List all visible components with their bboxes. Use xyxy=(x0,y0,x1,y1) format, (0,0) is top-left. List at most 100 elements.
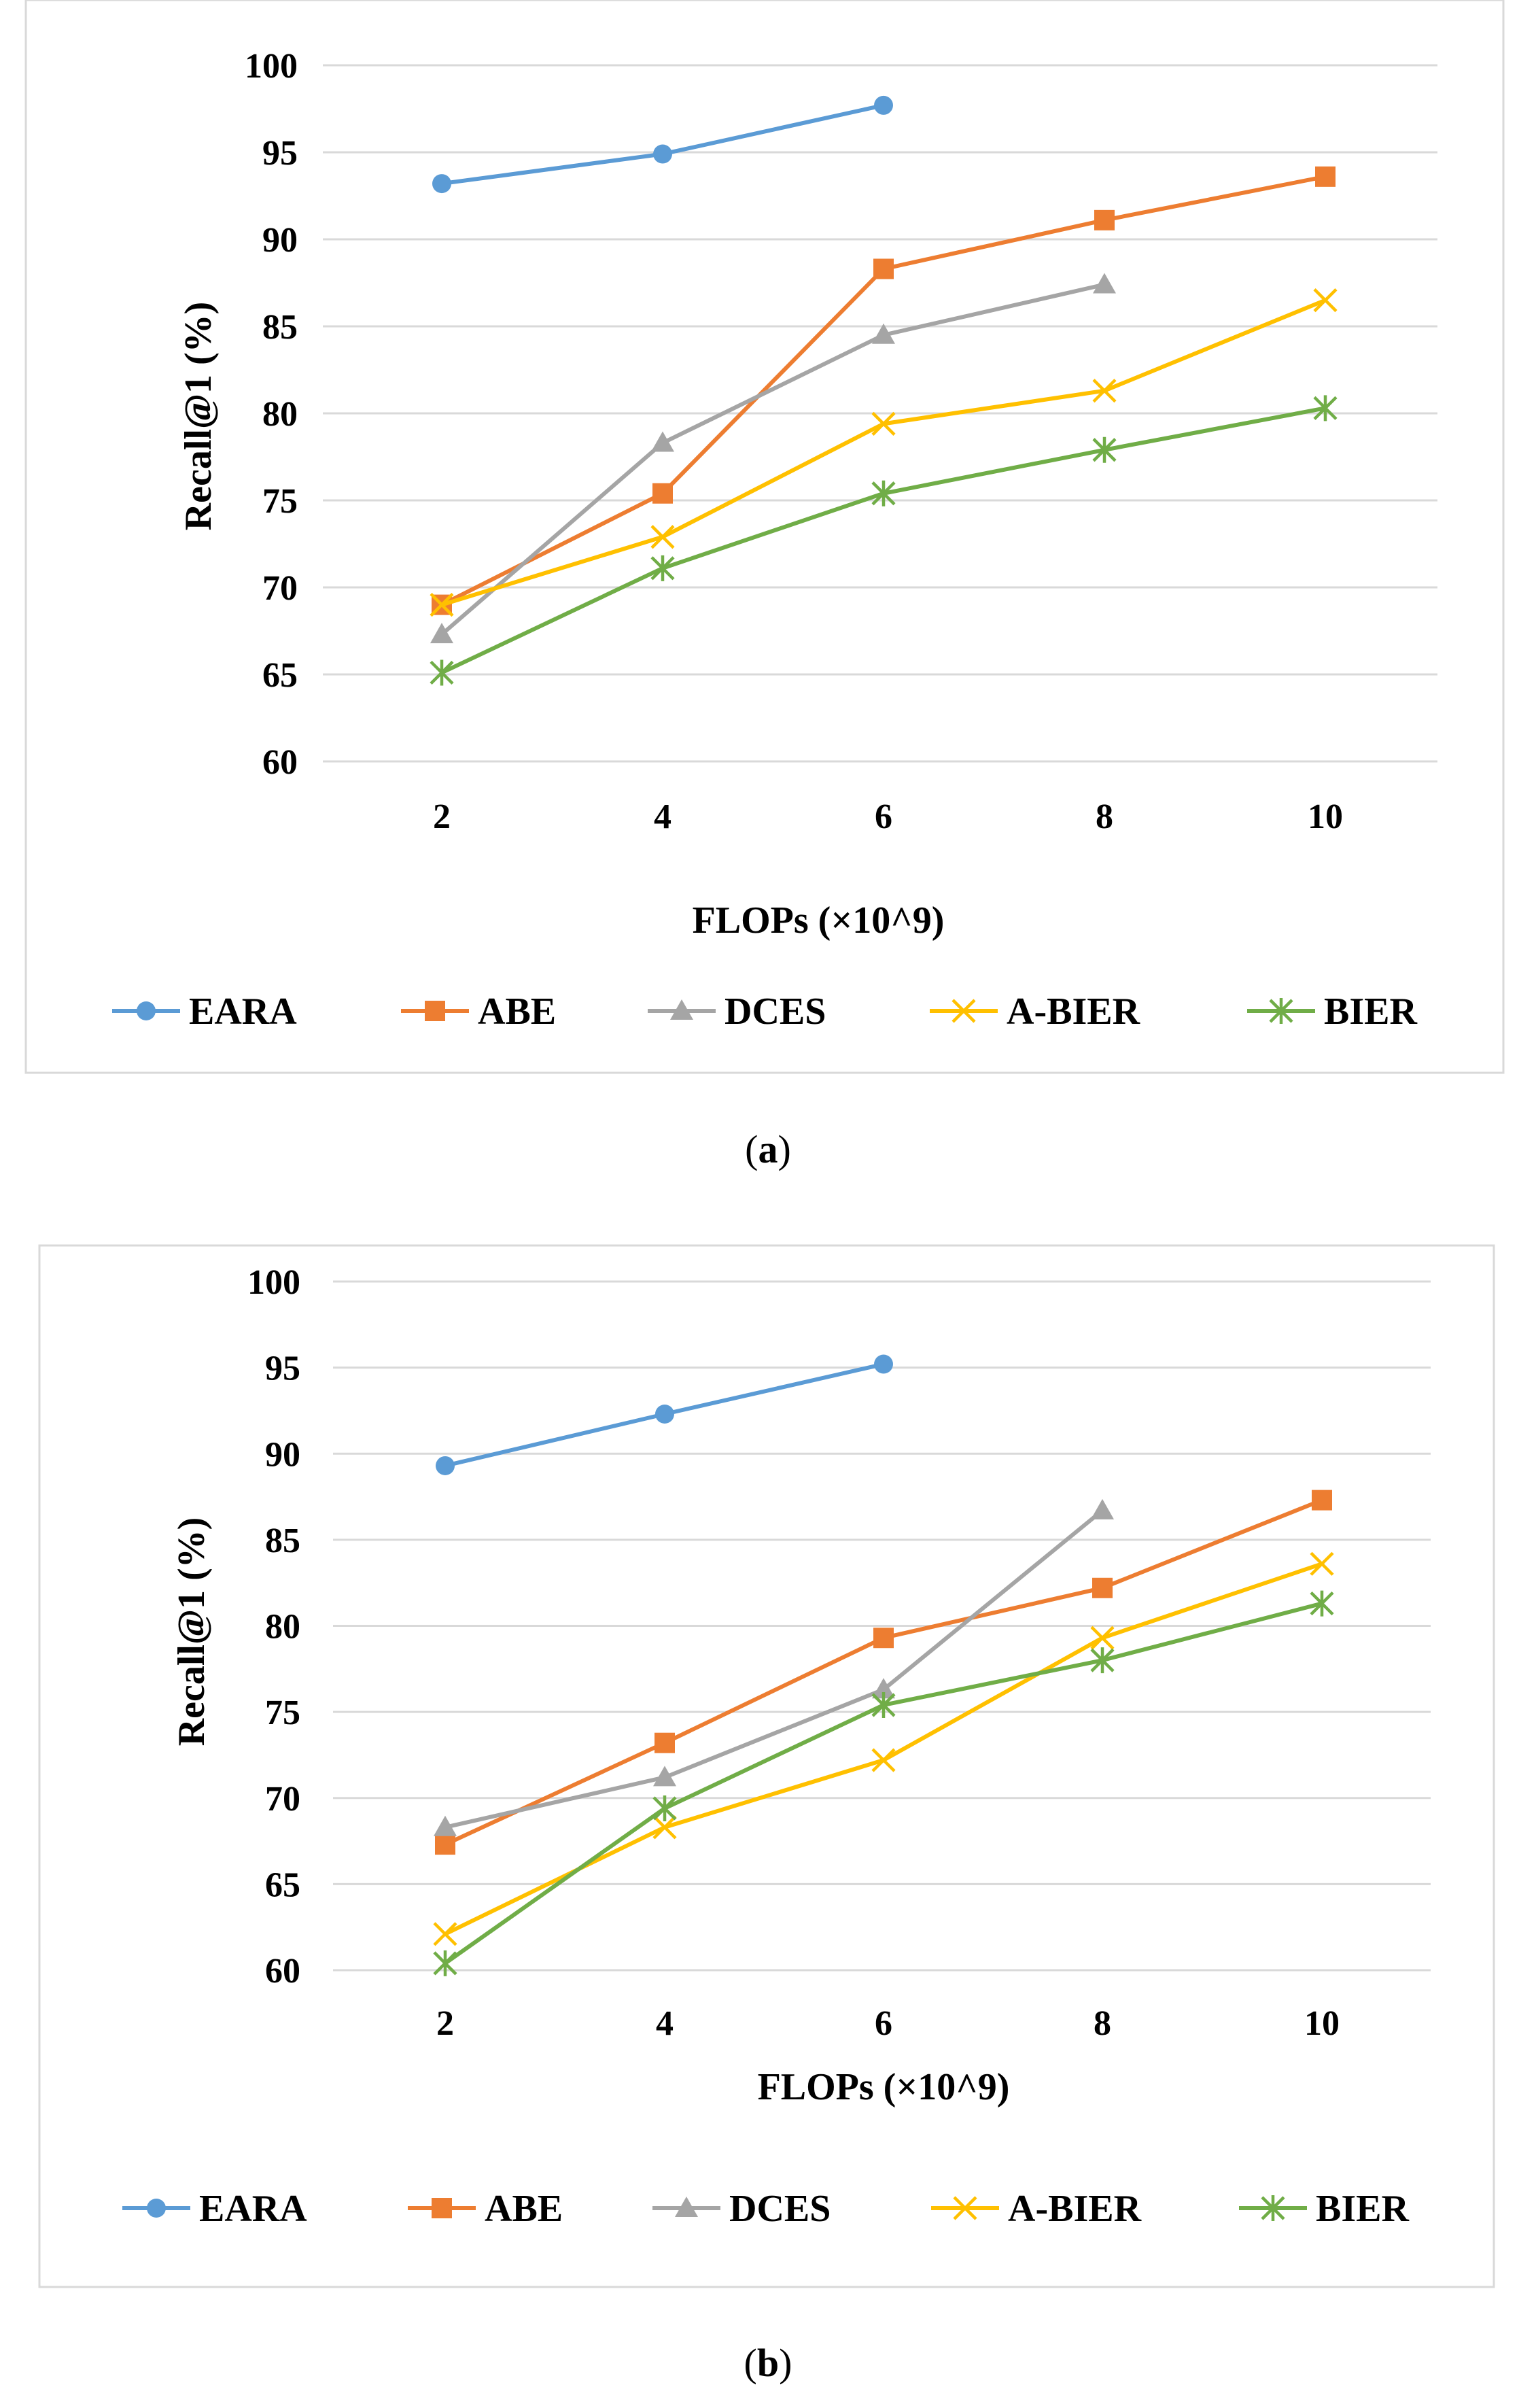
y-tick-label: 80 xyxy=(265,1608,300,1647)
marker-dces xyxy=(872,323,895,344)
legend: EARA ABE DCES A-BIER BIER xyxy=(122,2188,1409,2230)
series-eara xyxy=(432,95,893,194)
y-tick-label: 100 xyxy=(245,47,298,86)
legend-label: A-BIER xyxy=(1007,991,1140,1033)
x-tick-label: 8 xyxy=(1096,797,1113,836)
marker-eara xyxy=(655,1405,674,1424)
marker-abe xyxy=(873,1628,894,1649)
legend-label: DCES xyxy=(729,2188,831,2230)
x-tick-label: 2 xyxy=(433,797,451,836)
y-tick-label: 65 xyxy=(265,1865,300,1904)
y-tick-labels: 60 65 70 75 80 85 90 95 100 xyxy=(247,1263,300,1991)
series-group xyxy=(430,95,1338,686)
marker-bier xyxy=(433,1950,457,1976)
marker-dces xyxy=(872,1678,895,1699)
x-tick-labels: 2 4 6 8 10 xyxy=(433,797,1343,836)
legend-label: EARA xyxy=(199,2188,307,2230)
y-tick-label: 95 xyxy=(262,134,298,173)
series-bier xyxy=(430,395,1338,686)
marker-abe xyxy=(425,1001,445,1021)
x-tick-label: 6 xyxy=(875,2004,892,2043)
marker-abe xyxy=(652,483,673,504)
series-eara xyxy=(436,1354,893,1475)
x-axis-label: FLOPs (×10^9) xyxy=(693,899,945,942)
legend-label: DCES xyxy=(725,991,826,1033)
marker-bier xyxy=(1261,2195,1285,2221)
x-tick-label: 4 xyxy=(656,2004,674,2043)
y-axis-label: Recall@1 (%) xyxy=(171,1517,213,1747)
x-tick-label: 10 xyxy=(1304,2004,1340,2043)
x-tick-label: 10 xyxy=(1308,797,1343,836)
series-dces xyxy=(434,1498,1114,1836)
marker-dces xyxy=(1093,273,1116,294)
x-tick-label: 4 xyxy=(654,797,671,836)
marker-a-bier xyxy=(650,525,675,549)
marker-a-bier xyxy=(952,999,976,1023)
marker-dces xyxy=(653,1766,676,1787)
legend-item-bier: BIER xyxy=(1247,991,1417,1033)
marker-dces xyxy=(670,999,693,1020)
marker-a-bier xyxy=(1090,1626,1115,1650)
marker-bier xyxy=(430,659,454,686)
y-tick-label: 60 xyxy=(262,743,298,782)
series-line-dces xyxy=(444,1509,1104,1829)
y-tick-label: 65 xyxy=(262,656,298,695)
x-tick-label: 6 xyxy=(875,797,892,836)
marker-a-bier xyxy=(871,1748,896,1772)
marker-eara xyxy=(137,1001,156,1020)
marker-eara xyxy=(874,1354,893,1374)
series-dces xyxy=(430,273,1116,644)
legend-item-a-bier: A-BIER xyxy=(930,991,1140,1033)
marker-a-bier xyxy=(1092,379,1117,403)
series-a-bier xyxy=(433,1551,1334,1946)
series-bier xyxy=(433,1590,1334,1976)
legend-label: EARA xyxy=(189,991,297,1033)
marker-abe xyxy=(654,1732,675,1753)
marker-bier xyxy=(1092,436,1117,463)
legend-item-bier: BIER xyxy=(1239,2188,1409,2230)
marker-a-bier xyxy=(1310,1551,1334,1576)
legend-label: A-BIER xyxy=(1008,2188,1142,2230)
legend-label: BIER xyxy=(1316,2188,1409,2230)
marker-abe xyxy=(1092,1577,1113,1598)
marker-bier xyxy=(650,555,675,581)
marker-bier xyxy=(871,1692,896,1718)
marker-eara xyxy=(874,95,893,115)
legend-item-dces: DCES xyxy=(648,991,826,1033)
marker-a-bier xyxy=(1313,288,1338,313)
marker-eara xyxy=(653,144,672,164)
marker-bier xyxy=(1269,998,1293,1024)
marker-abe xyxy=(1315,166,1336,187)
marker-eara xyxy=(432,174,451,194)
marker-abe xyxy=(1094,209,1115,230)
y-tick-label: 85 xyxy=(265,1521,300,1560)
x-tick-labels: 2 4 6 8 10 xyxy=(436,2004,1340,2043)
marker-bier xyxy=(1310,1590,1334,1617)
series-group xyxy=(433,1354,1334,1976)
marker-abe xyxy=(432,2198,452,2218)
y-tick-label: 95 xyxy=(265,1349,300,1388)
marker-dces xyxy=(430,623,453,644)
x-axis-label: FLOPs (×10^9) xyxy=(758,2066,1010,2108)
marker-a-bier xyxy=(652,1815,677,1840)
legend-item-dces: DCES xyxy=(652,2188,831,2230)
gridlines xyxy=(323,64,1437,763)
y-tick-label: 80 xyxy=(262,395,298,434)
marker-bier xyxy=(1313,395,1338,422)
legend-item-abe: ABE xyxy=(401,991,556,1033)
marker-dces xyxy=(1091,1498,1114,1519)
y-axis-label: Recall@1 (%) xyxy=(177,302,220,531)
marker-eara xyxy=(147,2199,166,2218)
legend-label: ABE xyxy=(485,2188,563,2230)
y-tick-label: 75 xyxy=(265,1693,300,1732)
series-abe xyxy=(435,1490,1332,1855)
caption-b: (b) xyxy=(744,2341,792,2385)
series-line-dces xyxy=(440,282,1105,636)
y-tick-label: 60 xyxy=(265,1952,300,1991)
marker-abe xyxy=(873,258,894,279)
y-tick-label: 75 xyxy=(262,482,298,521)
marker-abe xyxy=(1312,1490,1332,1511)
